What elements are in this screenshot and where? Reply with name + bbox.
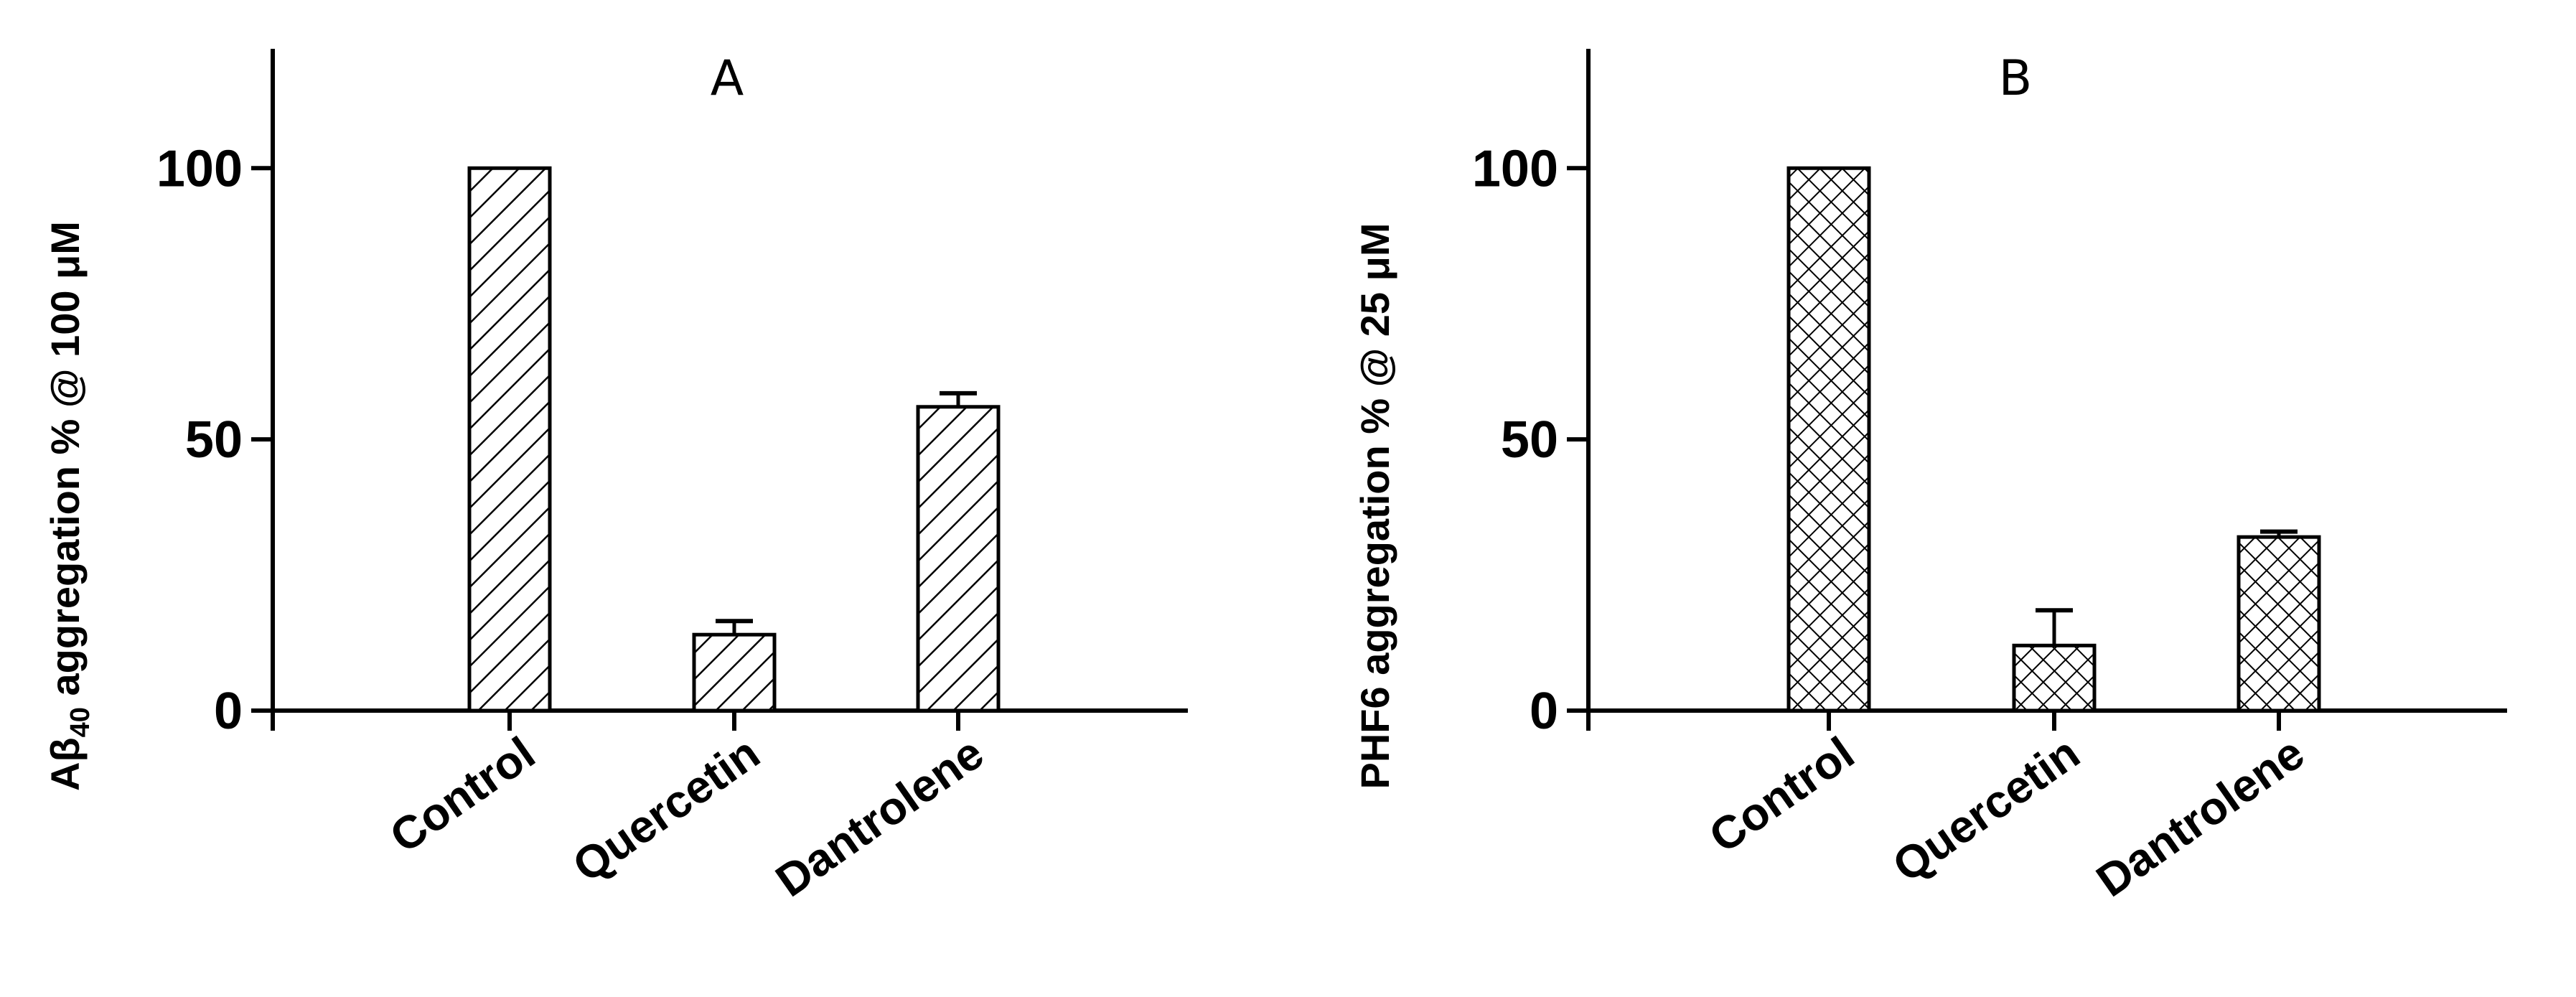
y-axis-label-subscript: 40 (65, 707, 95, 737)
chart-panel-b: B PHF6 aggregation % @ 25 μM 0 50 100 Contr… (1352, 49, 2507, 907)
y-axis-label: PHF6 aggregation % @ 25 μM (1352, 223, 1397, 789)
x-tick-label: Control (1700, 726, 1863, 862)
y-tick-label: 50 (1501, 411, 1558, 469)
y-tick-label: 100 (156, 140, 243, 197)
bar-quercetin (692, 632, 777, 713)
y-axis-label-prefix: Aβ (42, 737, 88, 791)
y-tick-label: 50 (185, 411, 243, 469)
y-tick-label: 100 (1472, 140, 1558, 197)
y-tick-label: 0 (214, 683, 243, 740)
x-tick-label: Quercetin (563, 726, 769, 891)
bar-dantrolene (2237, 535, 2321, 713)
x-tick-label: Dantrolene (2087, 726, 2313, 907)
x-tick-label: Control (380, 726, 544, 862)
x-tick-label: Quercetin (1883, 726, 2089, 891)
bar-control (1786, 166, 1871, 713)
y-axis-label: Aβ40 aggregation % @ 100 μM (42, 221, 95, 791)
bar-control (467, 166, 552, 713)
y-axis-label-suffix: aggregation % @ 100 μM (42, 221, 88, 707)
chart-title: A (711, 50, 744, 107)
y-tick-label: 0 (1530, 683, 1558, 740)
x-tick-label: Dantrolene (767, 726, 993, 907)
bar-quercetin (2012, 643, 2097, 713)
chart-title: B (1999, 50, 2033, 107)
bar-dantrolene (916, 405, 1001, 713)
chart-panel-a: A Aβ40 aggregation % @ 100 μM 0 50 100 Cont… (42, 49, 1188, 907)
